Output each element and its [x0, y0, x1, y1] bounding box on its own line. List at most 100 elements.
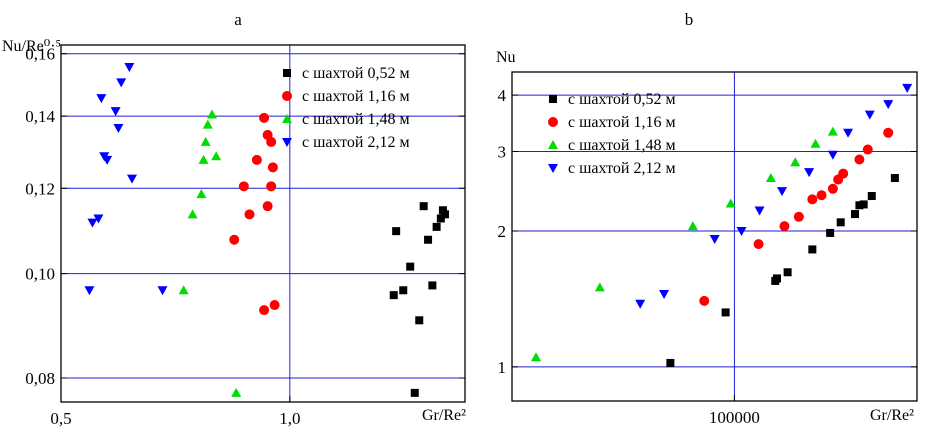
- data-point: [266, 136, 277, 147]
- legend-marker: [548, 140, 558, 149]
- data-point: [699, 295, 710, 306]
- x-tick-label: 0,5: [50, 409, 71, 428]
- data-point: [687, 221, 698, 231]
- data-point: [440, 210, 449, 219]
- y-tick-label: 0,10: [25, 265, 55, 284]
- data-point: [229, 234, 240, 245]
- data-point: [883, 127, 894, 138]
- legend-label: с шахтой 1,16 м: [568, 114, 676, 131]
- data-point: [127, 174, 138, 184]
- data-point: [827, 183, 838, 194]
- data-point: [855, 201, 864, 210]
- data-point: [267, 162, 278, 173]
- data-point: [867, 192, 876, 201]
- series-3: [178, 109, 242, 397]
- data-point: [790, 157, 801, 167]
- plot-frame: [511, 71, 918, 402]
- y-tick-label: 0,16: [25, 45, 55, 64]
- data-point: [415, 316, 424, 325]
- data-point: [178, 285, 189, 295]
- legend-marker: [548, 117, 558, 127]
- y-axis-label: Nu/Re⁰·⁵: [2, 38, 61, 55]
- data-point: [659, 289, 670, 299]
- y-tick-label: 2: [498, 222, 507, 241]
- data-point: [87, 218, 98, 228]
- data-point: [93, 214, 104, 224]
- data-point: [883, 100, 894, 110]
- data-point: [438, 206, 447, 215]
- legend-marker: [282, 114, 292, 123]
- data-point: [432, 222, 441, 231]
- series-1: [389, 202, 449, 397]
- legend-marker: [282, 138, 292, 147]
- data-point: [836, 218, 845, 227]
- panel-label: b: [685, 10, 694, 29]
- data-point: [816, 190, 827, 201]
- data-point: [754, 206, 765, 216]
- legend-label: с шахтой 2,12 м: [568, 160, 676, 177]
- legend-label: с шахтой 1,48 м: [302, 111, 410, 128]
- data-point: [807, 194, 818, 205]
- data-point: [399, 286, 408, 295]
- series-3: [531, 126, 838, 362]
- data-point: [262, 201, 273, 212]
- data-point: [96, 94, 107, 104]
- data-point: [826, 228, 835, 237]
- data-point: [808, 245, 817, 254]
- series-1: [666, 174, 899, 367]
- data-point: [419, 202, 428, 211]
- data-point: [436, 214, 445, 223]
- series-4: [84, 63, 168, 296]
- data-point: [779, 221, 790, 232]
- data-point: [266, 181, 277, 192]
- data-point: [124, 63, 135, 73]
- y-tick-label: 1: [498, 358, 507, 377]
- legend: с шахтой 0,52 м с шахтой 1,16 м с шахтой 1…: [282, 65, 410, 151]
- legend-label: с шахтой 0,52 м: [568, 91, 676, 108]
- data-point: [113, 124, 124, 134]
- data-point: [890, 174, 899, 183]
- data-point: [424, 235, 433, 244]
- legend-marker: [283, 69, 291, 77]
- data-point: [854, 154, 865, 165]
- data-point: [187, 209, 198, 219]
- data-point: [827, 126, 838, 136]
- data-point: [198, 154, 209, 164]
- panel-label: a: [234, 10, 242, 29]
- y-tick-label: 0,08: [25, 369, 55, 388]
- data-point: [269, 300, 280, 311]
- data-point: [410, 388, 419, 397]
- series-2: [699, 127, 894, 306]
- data-point: [531, 352, 542, 362]
- chart-panel-a: a 0,08 0,10 0,12 0,14 0,16 0,5 1,0 Gr/Re² Nu/Re⁰·…: [2, 10, 466, 428]
- data-point: [793, 211, 804, 222]
- data-point: [709, 234, 720, 244]
- data-point: [244, 209, 255, 220]
- data-point: [207, 109, 218, 119]
- data-point: [864, 110, 875, 120]
- x-tick-label: 100000: [709, 408, 760, 427]
- legend: с шахтой 0,52 м с шахтой 1,16 м с шахтой 1…: [548, 91, 676, 177]
- data-point: [202, 119, 213, 129]
- data-point: [736, 226, 747, 236]
- data-point: [838, 168, 849, 179]
- data-point: [406, 262, 415, 271]
- data-point: [157, 286, 168, 296]
- data-point: [843, 128, 854, 138]
- legend-marker: [549, 95, 557, 103]
- data-point: [666, 358, 675, 367]
- data-point: [721, 308, 730, 317]
- data-point: [428, 281, 437, 290]
- data-point: [110, 107, 121, 117]
- data-point: [902, 83, 913, 93]
- legend-label: с шахтой 2,12 м: [302, 134, 410, 151]
- data-point: [231, 387, 242, 397]
- y-tick-label: 0,14: [25, 107, 55, 126]
- data-point: [102, 155, 113, 165]
- data-point: [84, 286, 95, 296]
- data-point: [635, 299, 646, 309]
- data-point: [594, 282, 605, 292]
- data-point: [251, 154, 262, 165]
- data-point: [238, 181, 249, 192]
